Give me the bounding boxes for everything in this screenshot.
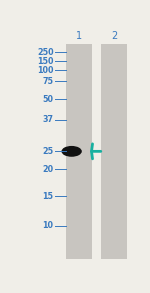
Text: 25: 25 (42, 147, 54, 156)
Ellipse shape (61, 146, 82, 157)
Text: 1: 1 (76, 31, 82, 41)
Text: 250: 250 (37, 47, 54, 57)
Bar (66, 44, 92, 258)
Text: 75: 75 (43, 77, 54, 86)
Text: 20: 20 (42, 165, 54, 174)
Text: 150: 150 (37, 57, 54, 66)
Text: 2: 2 (111, 31, 117, 41)
Text: 50: 50 (43, 95, 54, 104)
Text: 10: 10 (43, 221, 54, 230)
Bar (101, 44, 127, 258)
Text: 15: 15 (43, 192, 54, 201)
Text: 100: 100 (37, 66, 54, 75)
Text: 37: 37 (43, 115, 54, 124)
